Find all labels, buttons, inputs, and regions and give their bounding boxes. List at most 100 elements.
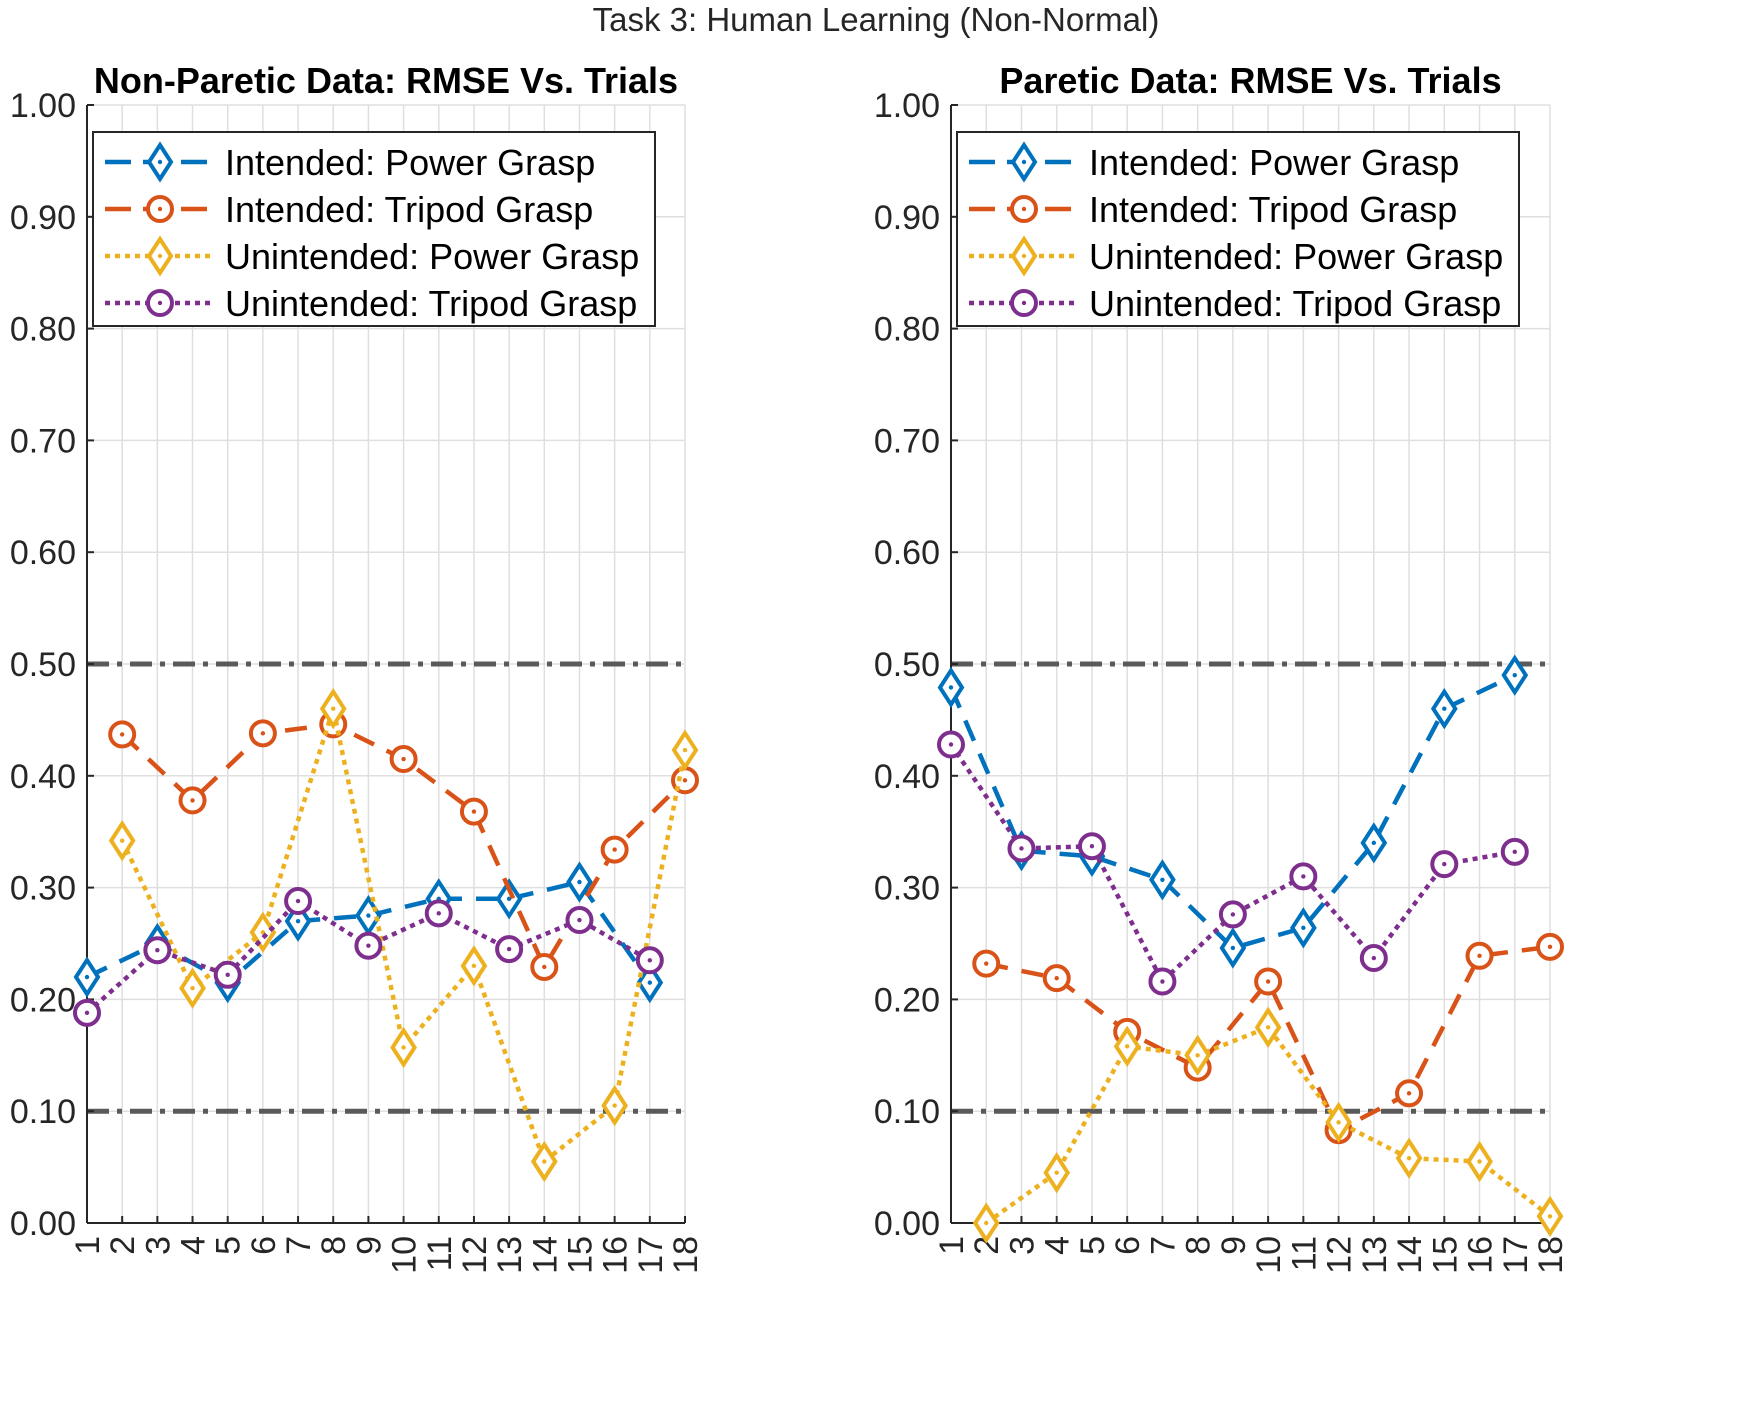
series-line-intended-tripod-grasp: [985, 944, 1551, 1133]
legend-label: Intended: Power Grasp: [225, 142, 595, 183]
legend-label: Unintended: Power Grasp: [1089, 236, 1503, 277]
x-tick-label: 12: [456, 1236, 494, 1274]
data-point-center: [1442, 861, 1447, 867]
data-point-center: [1547, 1214, 1553, 1219]
figure-title: Task 3: Human Learning (Non-Normal): [593, 1, 1160, 38]
legend-marker-center: [157, 159, 163, 165]
data-point-center: [1371, 840, 1377, 846]
data-point-center: [682, 747, 688, 753]
data-point-center: [436, 911, 441, 916]
data-point-center: [1195, 1053, 1200, 1058]
y-tick-label: 0.00: [10, 1205, 76, 1243]
data-point-center: [84, 974, 90, 980]
x-tick-label: 16: [597, 1236, 635, 1274]
data-point-center: [401, 756, 406, 762]
data-point-center: [401, 1045, 406, 1050]
x-tick-label: 1: [933, 1236, 971, 1255]
legend-label: Unintended: Tripod Grasp: [225, 283, 637, 324]
legend-item-unintended-tripod-grasp: Unintended: Tripod Grasp: [105, 283, 637, 324]
x-tick-label: 14: [1391, 1236, 1429, 1274]
data-point-center: [331, 706, 336, 711]
y-tick-label: 0.20: [10, 981, 76, 1019]
x-tick-label: 6: [245, 1236, 283, 1255]
y-tick-label: 0.10: [10, 1093, 76, 1131]
data-point-center: [1160, 877, 1165, 882]
x-tick-label: 1: [69, 1236, 107, 1255]
data-point-center: [295, 898, 301, 904]
x-tick-label: 17: [632, 1236, 670, 1274]
legend-marker-center: [157, 206, 163, 212]
data-point-center: [1054, 975, 1059, 981]
y-tick-label: 0.60: [10, 534, 76, 572]
x-tick-label: 13: [491, 1236, 529, 1274]
x-tick-label: 13: [1356, 1236, 1394, 1274]
data-point-center: [542, 1159, 547, 1164]
data-point-center: [260, 731, 266, 736]
data-point-center: [366, 943, 371, 948]
x-tick-label: 18: [667, 1236, 705, 1274]
y-tick-label: 0.40: [874, 758, 940, 796]
data-point-center: [1230, 912, 1236, 917]
data-point-center: [1547, 944, 1553, 950]
data-point-center: [984, 961, 989, 966]
x-tick-label: 11: [421, 1236, 459, 1271]
y-tick-label: 0.80: [10, 311, 76, 349]
legend-box: [956, 131, 1520, 327]
data-point-center: [682, 778, 688, 783]
legend-marker-center: [1021, 206, 1027, 212]
data-point-center: [948, 685, 954, 690]
data-point-center: [471, 809, 477, 814]
y-tick-label: 0.90: [10, 199, 76, 237]
y-tick-label: 0.80: [874, 311, 940, 349]
y-tick-label: 0.30: [874, 870, 940, 908]
data-point-center: [471, 963, 477, 969]
series-line-intended-power-grasp: [948, 673, 1516, 951]
data-point-center: [84, 1010, 90, 1016]
legend-marker-center: [157, 300, 163, 306]
x-tick-label: 2: [968, 1236, 1006, 1255]
data-point-center: [612, 1103, 617, 1108]
x-tick-label: 8: [315, 1236, 353, 1255]
data-point-center: [1265, 1025, 1271, 1030]
data-point-center: [506, 946, 512, 952]
data-point-center: [1124, 1044, 1130, 1049]
legend-box: [92, 131, 656, 327]
x-tick-label: 6: [1109, 1236, 1147, 1255]
plot-paretic: 0.00 0.10 0.20 0.30 0.40 0.50 0.60 0.70 0.80 0.90…: [874, 60, 1570, 1274]
y-tick-label: 0.00: [874, 1205, 940, 1243]
plot-title: Paretic Data: RMSE Vs. Trials: [999, 60, 1501, 101]
data-point-center: [612, 847, 617, 852]
x-tick-label: 9: [350, 1236, 388, 1255]
x-tick-label: 18: [1532, 1236, 1570, 1274]
data-point-center: [577, 879, 582, 885]
data-point-center: [1160, 979, 1165, 984]
data-point-center: [1301, 874, 1306, 879]
data-point-center: [190, 798, 195, 803]
y-tick-label: 1.00: [10, 87, 76, 125]
data-point-center: [1477, 1159, 1482, 1164]
data-point-center: [1230, 945, 1236, 951]
x-tick-label: 7: [1144, 1236, 1182, 1255]
plot-title: Non-Paretic Data: RMSE Vs. Trials: [94, 60, 678, 101]
data-point-center: [1265, 979, 1271, 984]
data-point-center: [260, 930, 266, 935]
x-tick-label: 16: [1462, 1236, 1500, 1274]
y-tick-label: 0.10: [874, 1093, 940, 1131]
series-line-unintended-power-grasp: [984, 1025, 1552, 1225]
legend-marker-center: [1021, 159, 1027, 165]
data-point-center: [647, 980, 653, 985]
y-tick-label: 0.50: [874, 646, 940, 684]
data-point-center: [155, 948, 160, 953]
y-tick-label: 0.70: [874, 422, 940, 460]
data-point-center: [295, 918, 301, 924]
data-point-center: [1406, 1155, 1412, 1161]
x-tick-label: 15: [1426, 1236, 1464, 1274]
legend: Intended: Power Grasp Intended: Tripod Gr…: [92, 131, 656, 327]
x-tick-label: 9: [1215, 1236, 1253, 1255]
x-tick-label: 3: [139, 1236, 177, 1255]
data-point-center: [647, 958, 653, 963]
legend-marker-center: [1021, 253, 1027, 259]
data-point-center: [119, 838, 125, 843]
data-point-center: [1371, 955, 1377, 961]
legend-label: Unintended: Tripod Grasp: [1089, 283, 1501, 324]
